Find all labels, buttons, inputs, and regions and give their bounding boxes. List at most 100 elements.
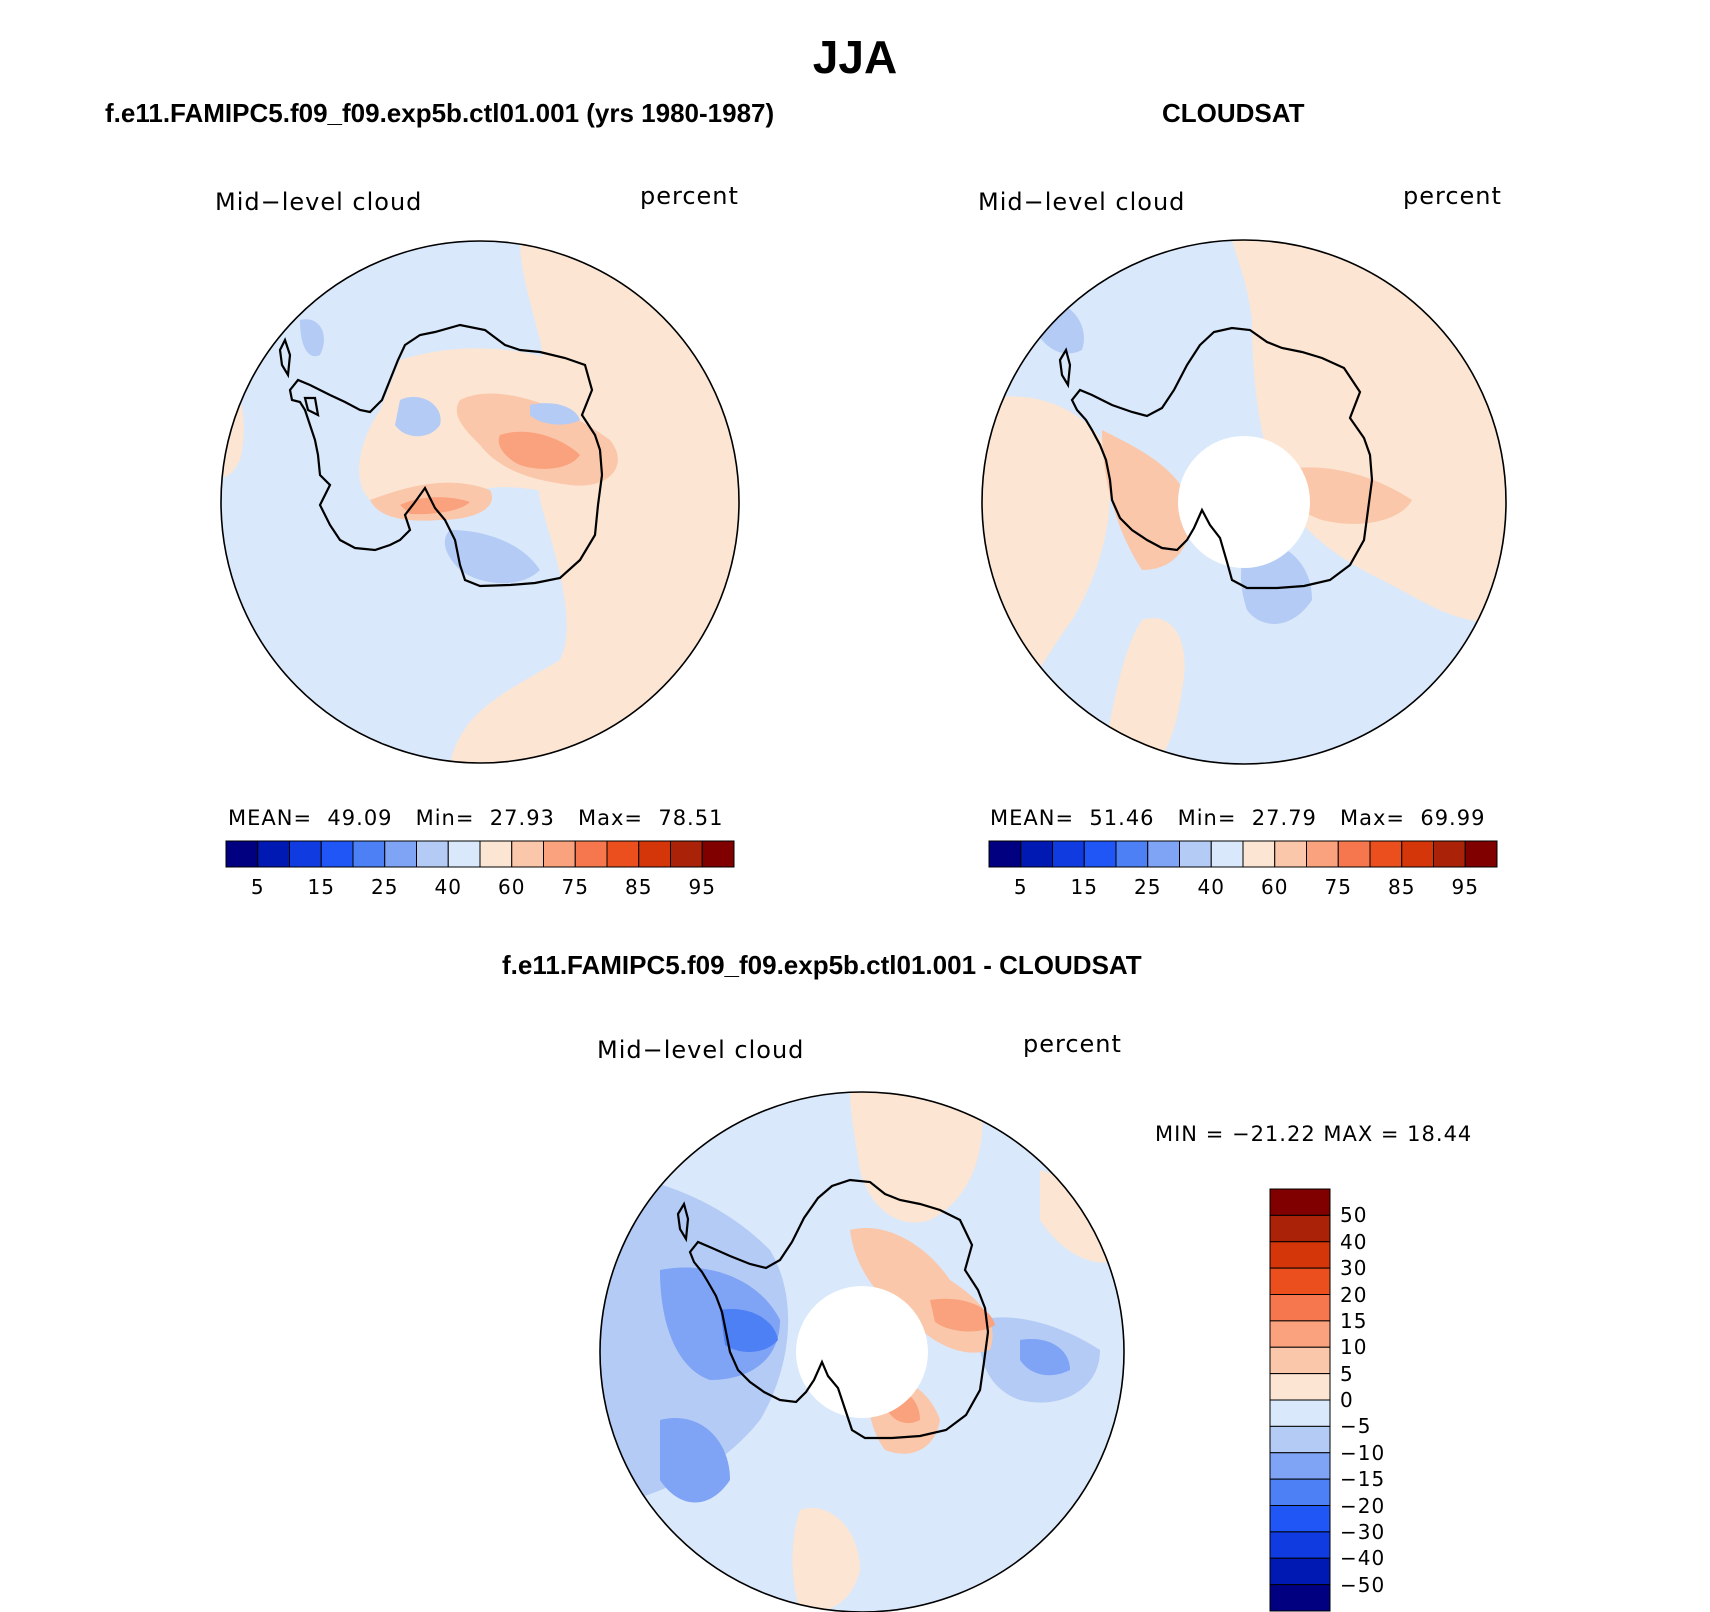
blue-patch-4 — [300, 319, 324, 357]
colorbar-tick-label: −15 — [1340, 1467, 1386, 1492]
blue-patch-3 — [530, 403, 580, 425]
colorbar-labels-model: 5 15 25 40 60 75 85 95 — [225, 875, 735, 901]
colorbar-swatch — [447, 840, 481, 868]
mean-label: MEAN= — [990, 806, 1075, 830]
antarctica-coastline — [676, 1178, 990, 1440]
colorbar-tick-label: 60 — [1261, 875, 1289, 899]
field-label-model: Mid−level cloud — [215, 188, 423, 216]
colorbar-tick-label: 5 — [1013, 875, 1028, 899]
colorbar-tick-label: 5 — [1340, 1361, 1354, 1386]
field-label-diff: Mid−level cloud — [597, 1036, 805, 1064]
page-title: JJA — [812, 31, 898, 83]
units-label-diff: percent — [1023, 1030, 1122, 1058]
colorbar-swatch — [1083, 840, 1117, 868]
colorbar-swatch — [1269, 1188, 1331, 1216]
colorbar-tick-label: 40 — [434, 875, 462, 899]
colorbar-swatch — [225, 840, 259, 868]
warm-north — [850, 1092, 983, 1223]
colorbar-swatch — [1401, 840, 1434, 868]
colorbar-swatch — [511, 840, 544, 868]
max-value: 78.51 — [658, 806, 724, 830]
antarctica-coastline — [1058, 326, 1374, 590]
colorbar-swatch — [1269, 1584, 1331, 1612]
mean-label: MEAN= — [228, 806, 313, 830]
colorbar-labels-obs: 5 15 25 40 60 75 85 95 — [988, 875, 1498, 901]
max-label: Max= — [577, 806, 643, 830]
min-value: 27.79 — [1251, 806, 1317, 830]
polar-map-obs — [981, 239, 1507, 765]
min-label: Min= — [1177, 806, 1237, 830]
warm-center-core — [930, 1298, 995, 1332]
colorbar-tick-label: 50 — [1340, 1203, 1368, 1228]
colorbar-tick-label: −5 — [1340, 1414, 1372, 1439]
colorbar-swatch — [1269, 1320, 1331, 1348]
colorbar-swatch — [416, 840, 449, 868]
warm-region-east — [1232, 240, 1506, 622]
colorbar-tick-label: −10 — [1340, 1440, 1386, 1465]
colorbar-swatch — [1269, 1373, 1331, 1401]
colorbar-swatch — [1115, 840, 1149, 868]
mean-value: 49.09 — [327, 806, 393, 830]
colorbar-swatch — [701, 840, 735, 868]
mean-value: 51.46 — [1089, 806, 1155, 830]
panel-title-model: f.e11.FAMIPC5.f09_f09.exp5b.ctl01.001 (y… — [105, 98, 775, 128]
colorbar-tick-label: 15 — [1340, 1308, 1368, 1333]
colorbar-tick-label: 30 — [1340, 1256, 1368, 1281]
colorbar-swatch — [574, 840, 608, 868]
blue-east-2 — [1020, 1339, 1070, 1376]
colorbar-swatch — [1242, 840, 1276, 868]
colorbar-swatch — [1179, 840, 1212, 868]
colorbar-swatch — [1269, 1294, 1331, 1322]
pole-hole — [796, 1286, 928, 1418]
colorbar-tick-label: 40 — [1340, 1229, 1368, 1254]
warm-region-south — [1102, 618, 1185, 764]
colorbar-swatch — [1269, 1452, 1331, 1480]
polar-map-diff — [599, 1091, 1125, 1612]
blue-west-core — [720, 1309, 778, 1352]
colorbar-swatch — [1369, 840, 1403, 868]
peach-east — [1282, 467, 1412, 524]
colorbar-swatch — [1337, 840, 1371, 868]
colorbar-swatch — [1269, 1346, 1331, 1375]
panel-title-diff: f.e11.FAMIPC5.f09_f09.exp5b.ctl01.001 - … — [502, 950, 1142, 980]
min-label: Min= — [415, 806, 475, 830]
stats-model: MEAN= 49.09 Min= 27.93 Max= 78.51 — [228, 806, 723, 830]
colorbar-tick-label: 75 — [1324, 875, 1352, 899]
blue-southwest — [660, 1418, 730, 1503]
units-label-model: percent — [640, 182, 739, 210]
colorbar-swatch — [479, 840, 513, 868]
warm-region-east — [450, 241, 739, 763]
colorbar-tick-label: 25 — [1134, 875, 1162, 899]
units-label-obs: percent — [1403, 182, 1502, 210]
colorbar-tick-label: 0 — [1340, 1388, 1354, 1412]
colorbar-tick-label: −40 — [1340, 1546, 1386, 1571]
colorbar-tick-label: 5 — [250, 875, 265, 899]
colorbar-swatch — [1269, 1557, 1331, 1586]
pole-hole — [1178, 436, 1310, 568]
colorbar-tick-label: 75 — [561, 875, 589, 899]
orange-core — [498, 431, 580, 469]
colorbar-swatch — [320, 840, 354, 868]
colorbar-tick-label: 40 — [1197, 875, 1225, 899]
colorbar-swatch — [1269, 1214, 1331, 1243]
colorbar-swatch — [1269, 1399, 1331, 1427]
max-label: Max= — [1339, 806, 1405, 830]
colorbar-tick-label: 85 — [1388, 875, 1416, 899]
colorbar-tick-label: 60 — [498, 875, 526, 899]
peach-west — [1102, 430, 1192, 570]
colorbar-swatch — [1020, 840, 1053, 868]
colorbar-swatch — [1269, 1531, 1331, 1559]
colorbar-swatch — [1274, 840, 1307, 868]
colorbar-swatch — [1052, 840, 1085, 868]
colorbar-swatch — [1464, 840, 1498, 868]
colorbar-swatch — [289, 840, 322, 868]
blue-patch-2 — [444, 530, 540, 584]
colorbar-swatch — [352, 840, 386, 868]
colorbar-obs — [988, 840, 1498, 868]
colorbar-swatch — [606, 840, 640, 868]
panel-title-obs: CLOUDSAT — [1162, 98, 1305, 128]
colorbar-tick-label: −20 — [1340, 1493, 1386, 1518]
colorbar-swatch — [384, 840, 417, 868]
colorbar-swatch — [670, 840, 703, 868]
polar-map-model — [220, 240, 740, 764]
